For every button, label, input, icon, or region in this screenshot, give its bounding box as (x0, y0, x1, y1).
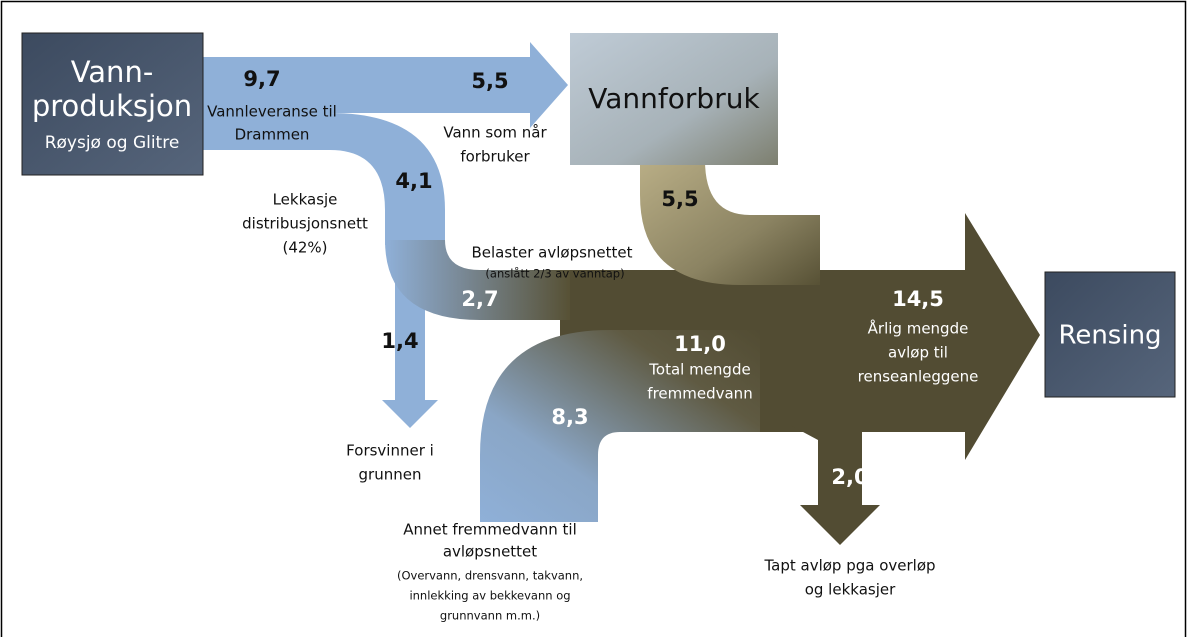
flow-value: 14,5 (892, 287, 944, 311)
sewer-flow (385, 240, 570, 320)
loss-arrow (790, 425, 880, 545)
flow-note: (Overvann, drensvann, takvann, (397, 569, 583, 583)
flow-note: (anslått 2/3 av vanntap) (485, 267, 624, 281)
wastewater-flow (640, 160, 820, 285)
production-box (21, 32, 204, 176)
flow-label: Forsvinner i (346, 442, 434, 460)
flow-value: 8,3 (551, 405, 588, 429)
flow-note: innlekking av bekkevann og (409, 589, 570, 603)
flow-label: Lekkasje (273, 191, 338, 209)
flow-value: 1,4 (381, 329, 418, 353)
flow-label: Drammen (235, 126, 310, 144)
delivery-arrow (203, 42, 568, 128)
flow-value: 4,1 (395, 169, 432, 193)
production-subtitle: Røysjø og Glitre (45, 133, 180, 153)
flow-label: Tapt avløp pga overløp (763, 557, 935, 575)
flow-value: 11,0 (674, 332, 726, 356)
consumption-label: Vannforbruk (588, 82, 760, 115)
flow-label: Vann som når (443, 124, 547, 142)
consumption-box (570, 33, 778, 165)
flow-label: Årlig mengde (868, 319, 969, 338)
production-label: Vann- (71, 55, 154, 89)
flow-label: (42%) (282, 239, 327, 257)
flow-note: grunnvann m.m.) (440, 609, 540, 623)
treatment-box (1044, 271, 1176, 398)
flow-label: og lekkasjer (805, 581, 896, 599)
flow-value: 2,0 (831, 465, 868, 489)
flow-label: grunnen (359, 466, 422, 484)
infiltration-flow (480, 330, 760, 522)
flow-label: Total mengde (648, 361, 750, 379)
flow-label: avløpsnettet (443, 543, 537, 561)
flow-value: 2,7 (461, 287, 498, 311)
flow-value: 5,5 (471, 69, 508, 93)
flow-label: Annet fremmedvann til (403, 521, 577, 539)
flow-label: avløp til (888, 344, 948, 362)
treatment-label: Rensing (1058, 321, 1161, 351)
flow-label: renseanleggene (858, 368, 979, 386)
flow-label: Belaster avløpsnettet (471, 244, 632, 262)
flow-value: 5,5 (661, 187, 698, 211)
flow-label: fremmedvann (647, 385, 752, 403)
flow-value: 9,7 (243, 67, 280, 91)
flow-label: Vannleveranse til (207, 103, 337, 121)
leak-flow (203, 113, 445, 245)
flow-label: distribusjonsnett (242, 215, 368, 233)
flow-label: forbruker (460, 148, 530, 166)
production-label: produksjon (32, 89, 192, 123)
